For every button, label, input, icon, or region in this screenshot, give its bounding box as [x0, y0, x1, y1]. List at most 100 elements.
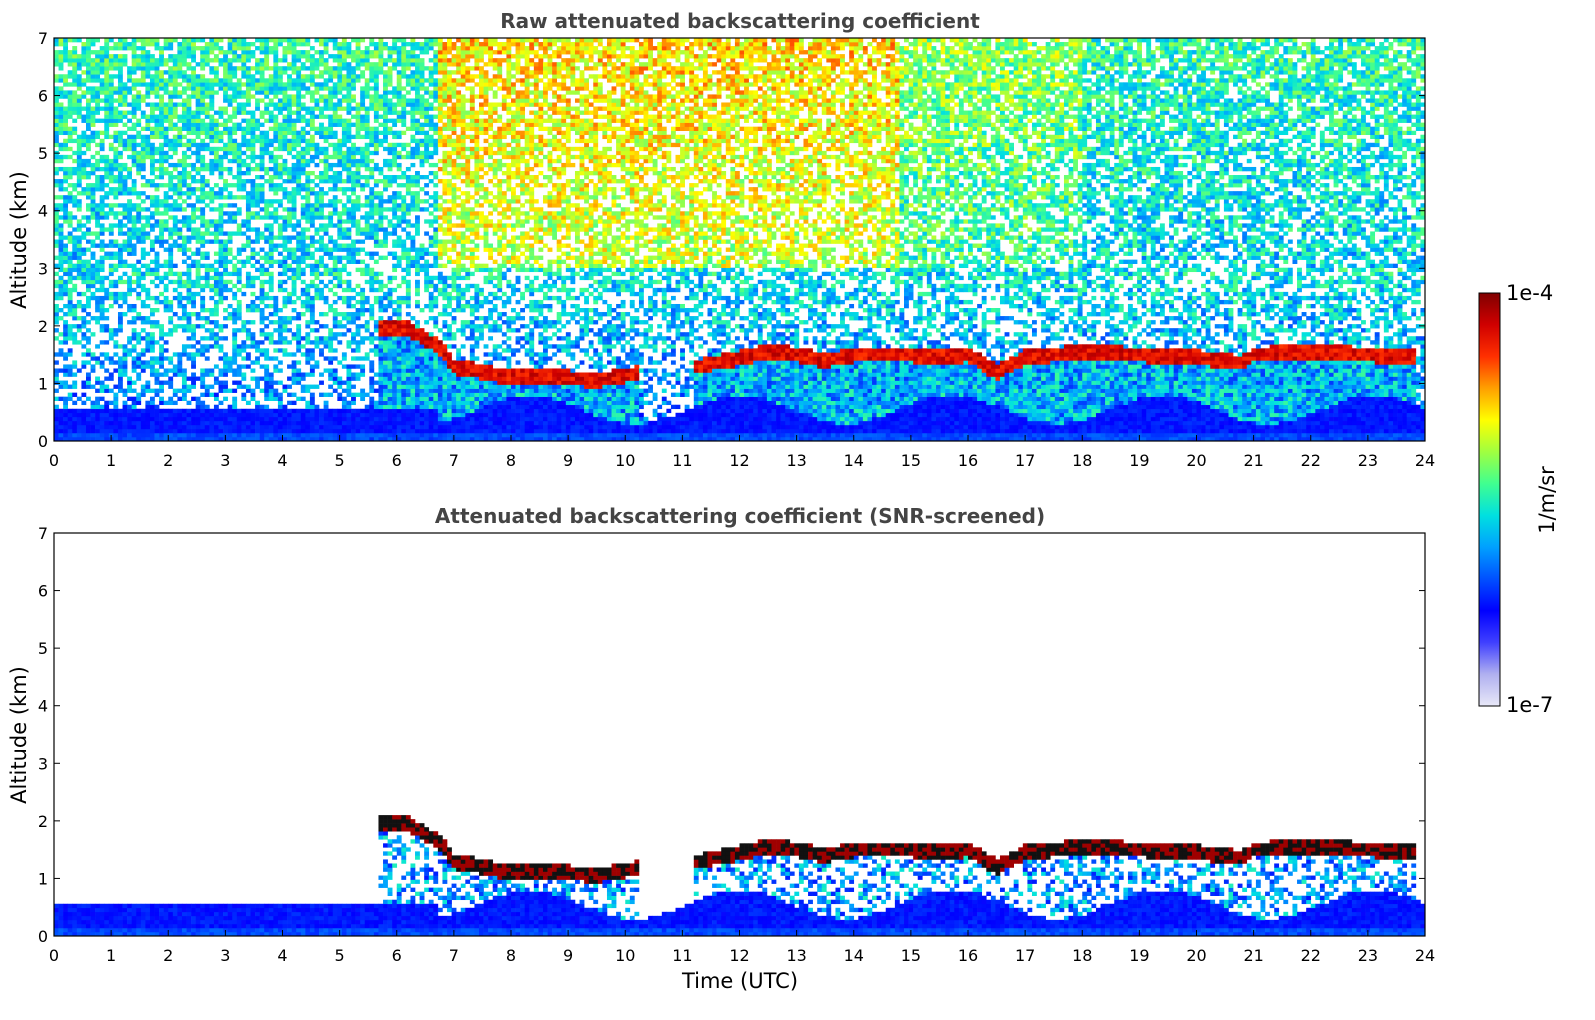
heatmap-cell [81, 135, 86, 139]
heatmap-cell [86, 219, 91, 223]
heatmap-cell [132, 50, 137, 54]
heatmap-cell [301, 272, 306, 276]
heatmap-cell [104, 123, 109, 127]
heatmap-cell [136, 163, 141, 167]
heatmap-cell [86, 159, 91, 163]
heatmap-cell [237, 288, 242, 292]
heatmap-cell [86, 102, 91, 106]
heatmap-cell [59, 74, 64, 78]
heatmap-cell [187, 413, 192, 417]
heatmap-cell [68, 94, 73, 98]
heatmap-cell [95, 413, 100, 417]
heatmap-cell [301, 151, 306, 155]
heatmap-cell [150, 296, 155, 300]
heatmap-cell [81, 119, 86, 123]
heatmap-cell [356, 147, 361, 151]
heatmap-cell [159, 115, 164, 119]
heatmap-cell [365, 405, 370, 409]
heatmap-cell [278, 107, 283, 111]
heatmap-cell [324, 252, 329, 256]
heatmap-cell [378, 316, 383, 320]
heatmap-cell [228, 360, 233, 364]
heatmap-cell [54, 94, 59, 98]
heatmap-cell [59, 240, 64, 244]
heatmap-cell [145, 231, 150, 235]
heatmap-cell [72, 46, 77, 50]
heatmap-cell [159, 123, 164, 127]
heatmap-cell [100, 405, 105, 409]
heatmap-cell [319, 107, 324, 111]
heatmap-cell [159, 107, 164, 111]
heatmap-cell [383, 70, 388, 74]
heatmap-cell [63, 356, 68, 360]
heatmap-cell [351, 58, 356, 62]
heatmap-cell [346, 300, 351, 304]
heatmap-cell [273, 42, 278, 46]
heatmap-cell [104, 50, 109, 54]
heatmap-cell [91, 240, 96, 244]
heatmap-cell [113, 119, 118, 123]
heatmap-cell [100, 284, 105, 288]
heatmap-cell [136, 159, 141, 163]
heatmap-cell [283, 191, 288, 195]
heatmap-cell [241, 127, 246, 131]
heatmap-cell [369, 167, 374, 171]
heatmap-cell [333, 46, 338, 50]
heatmap-cell [324, 86, 329, 90]
heatmap-cell [91, 268, 96, 272]
heatmap-cell [164, 127, 169, 131]
heatmap-cell [314, 183, 319, 187]
heatmap-cell [54, 336, 59, 340]
heatmap-cell [187, 94, 192, 98]
heatmap-cell [223, 264, 228, 268]
heatmap-cell [374, 280, 379, 284]
heatmap-cell [145, 183, 150, 187]
heatmap-cell [232, 272, 237, 276]
heatmap-cell [63, 244, 68, 248]
heatmap-cell [314, 344, 319, 348]
heatmap-cell [168, 163, 173, 167]
heatmap-cell [219, 385, 224, 389]
heatmap-cell [136, 191, 141, 195]
heatmap-cell [136, 429, 141, 433]
heatmap-cell [118, 135, 123, 139]
heatmap-cell [191, 119, 196, 123]
heatmap-cell [287, 235, 292, 239]
heatmap-cell [255, 66, 260, 70]
heatmap-cell [369, 280, 374, 284]
heatmap-cell [305, 219, 310, 223]
heatmap-cell [86, 352, 91, 356]
heatmap-cell [223, 74, 228, 78]
heatmap-cell [104, 211, 109, 215]
heatmap-cell [296, 187, 301, 191]
heatmap-cell [72, 425, 77, 429]
heatmap-cell [155, 219, 160, 223]
heatmap-cell [150, 340, 155, 344]
heatmap-cell [136, 268, 141, 272]
heatmap-cell [54, 223, 59, 227]
heatmap-cell [305, 348, 310, 352]
heatmap-cell [296, 409, 301, 413]
heatmap-cell [159, 413, 164, 417]
heatmap-cell [63, 413, 68, 417]
heatmap-cell [319, 409, 324, 413]
heatmap-cell [68, 268, 73, 272]
heatmap-cell [63, 336, 68, 340]
heatmap-cell [255, 191, 260, 195]
heatmap-cell [63, 111, 68, 115]
heatmap-cell [324, 413, 329, 417]
heatmap-cell [241, 66, 246, 70]
heatmap-cell [365, 46, 370, 50]
heatmap-cell [86, 417, 91, 421]
heatmap-cell [113, 409, 118, 413]
heatmap-cell [72, 94, 77, 98]
heatmap-cell [337, 199, 342, 203]
heatmap-cell [77, 139, 82, 143]
heatmap-cell [369, 348, 374, 352]
heatmap-cell [104, 352, 109, 356]
heatmap-cell [383, 235, 388, 239]
heatmap-cell [383, 356, 388, 360]
heatmap-cell [113, 256, 118, 260]
heatmap-cell [287, 417, 292, 421]
heatmap-cell [77, 179, 82, 183]
